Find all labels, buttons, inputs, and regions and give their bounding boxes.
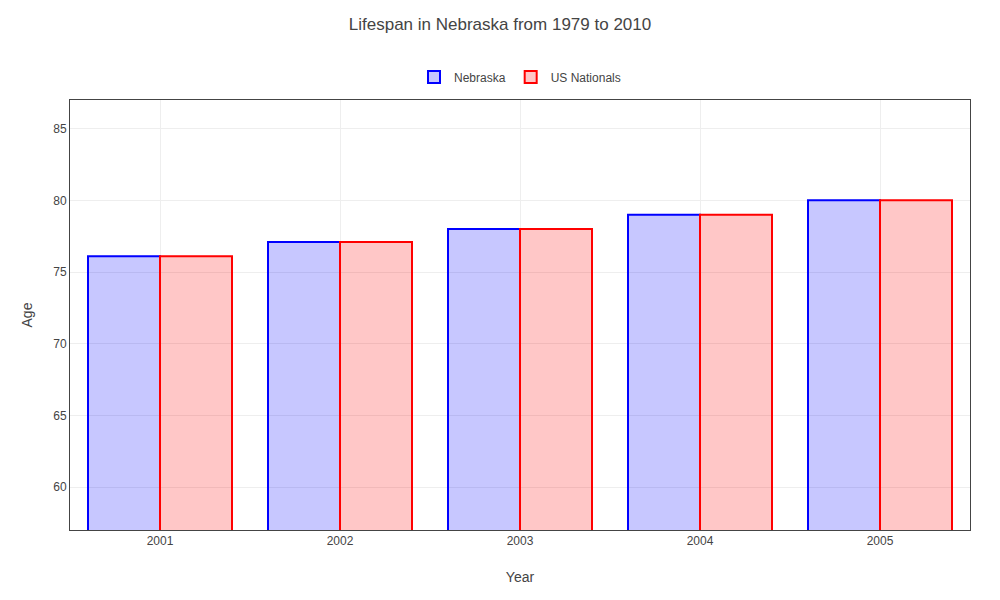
svg-text:2002: 2002 <box>327 534 354 548</box>
svg-text:75: 75 <box>53 265 67 279</box>
svg-text:Lifespan in Nebraska from 1979: Lifespan in Nebraska from 1979 to 2010 <box>349 15 651 34</box>
svg-text:2003: 2003 <box>507 534 534 548</box>
svg-text:2005: 2005 <box>867 534 894 548</box>
svg-text:Age: Age <box>19 302 35 327</box>
svg-text:65: 65 <box>53 409 67 423</box>
svg-text:Nebraska: Nebraska <box>454 71 506 85</box>
svg-text:85: 85 <box>53 122 67 136</box>
svg-text:80: 80 <box>53 194 67 208</box>
svg-text:2004: 2004 <box>687 534 714 548</box>
svg-text:Year: Year <box>506 569 535 585</box>
svg-text:70: 70 <box>53 337 67 351</box>
svg-text:2001: 2001 <box>147 534 174 548</box>
svg-text:US Nationals: US Nationals <box>551 71 621 85</box>
svg-text:60: 60 <box>53 480 67 494</box>
